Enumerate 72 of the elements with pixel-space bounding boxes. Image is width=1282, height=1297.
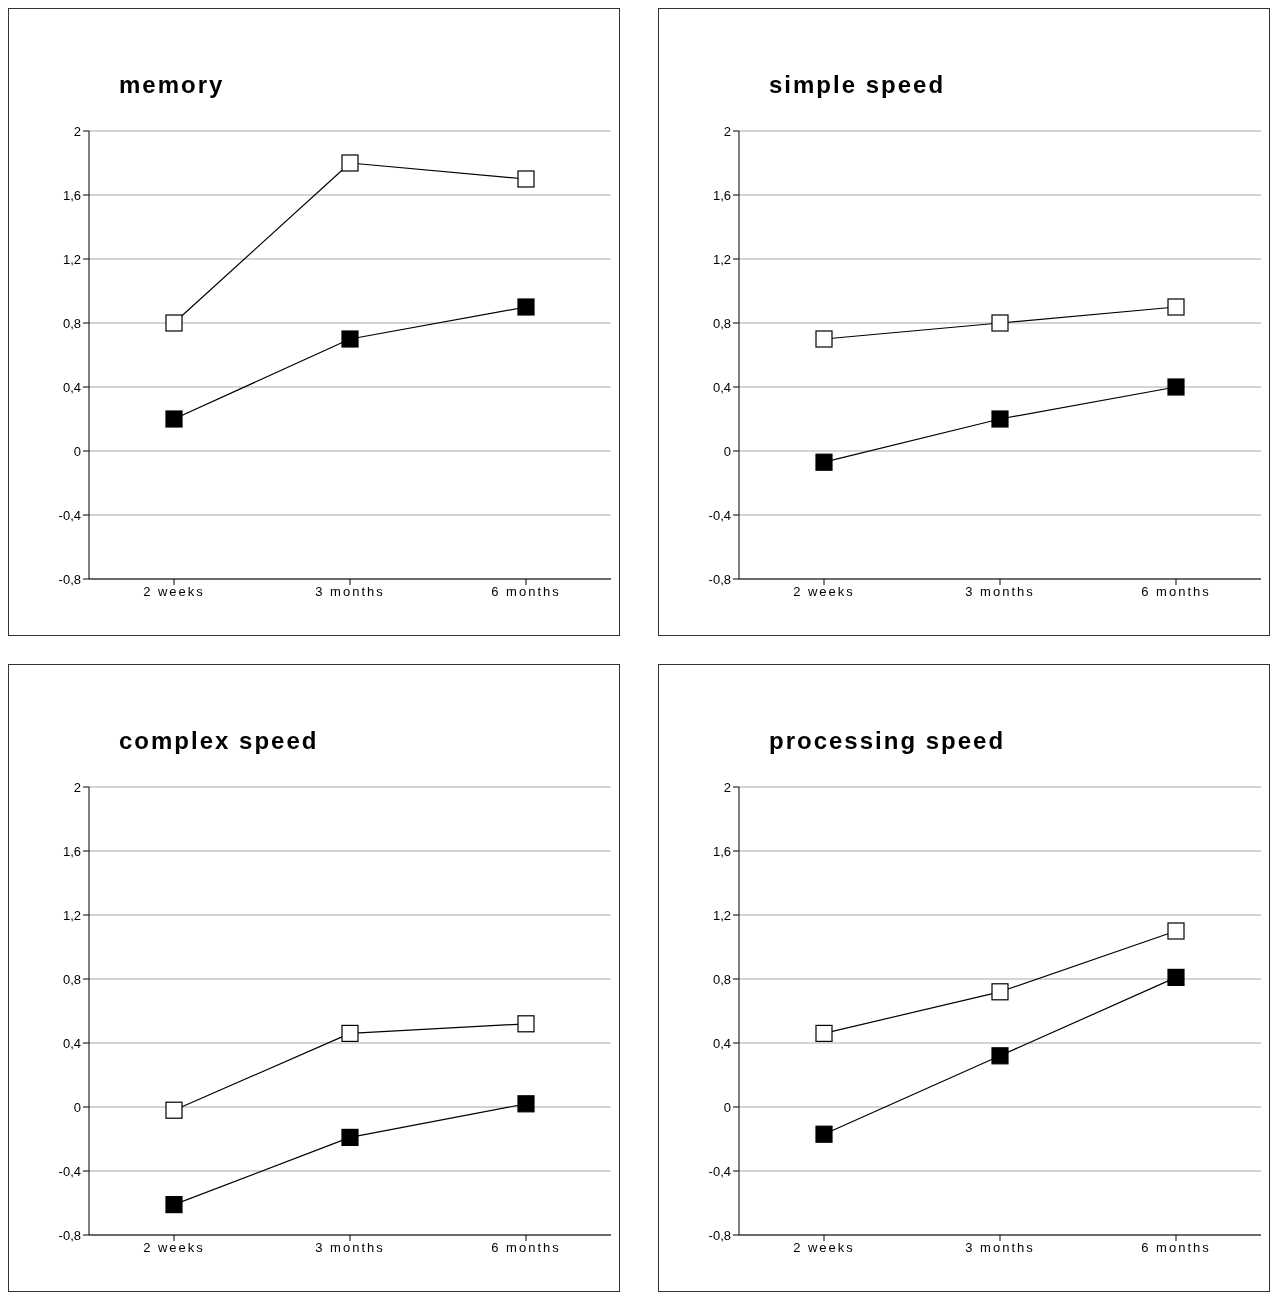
y-tick-label: 0,4 bbox=[712, 1035, 731, 1051]
point bbox=[165, 410, 183, 428]
y-tick-label: 2 bbox=[73, 123, 81, 139]
y-tick-label: 1,2 bbox=[712, 251, 731, 267]
y-tick-label: -0,8 bbox=[58, 571, 81, 587]
point bbox=[517, 298, 535, 316]
y-tick-label: 1,2 bbox=[62, 907, 81, 923]
point bbox=[815, 453, 833, 471]
x-tick-label: 2 weeks bbox=[143, 584, 205, 600]
point bbox=[1167, 298, 1185, 316]
y-tick-label: -0,4 bbox=[708, 1163, 731, 1179]
x-tick-label: 6 months bbox=[491, 584, 561, 600]
chart-title: simple speed bbox=[769, 71, 946, 99]
point bbox=[165, 314, 183, 332]
y-tick-label: -0,4 bbox=[58, 1163, 81, 1179]
x-tick-label: 2 weeks bbox=[143, 1240, 205, 1256]
point bbox=[165, 1101, 183, 1119]
point bbox=[815, 1125, 833, 1143]
y-tick-label: 0,8 bbox=[712, 971, 731, 987]
point bbox=[165, 1196, 183, 1214]
point bbox=[991, 410, 1009, 428]
chart-title: processing speed bbox=[769, 727, 1006, 755]
y-tick-label: 1,6 bbox=[62, 843, 81, 859]
y-tick-label: 0 bbox=[73, 1099, 81, 1115]
y-tick-label: -0,8 bbox=[58, 1227, 81, 1243]
point bbox=[517, 1015, 535, 1033]
point bbox=[341, 1128, 359, 1146]
chart-title: memory bbox=[119, 71, 225, 99]
point bbox=[1167, 922, 1185, 940]
y-tick-label: 0 bbox=[73, 443, 81, 459]
y-tick-label: 0,8 bbox=[62, 971, 81, 987]
y-tick-label: 2 bbox=[723, 123, 731, 139]
y-tick-label: 1,2 bbox=[62, 251, 81, 267]
point bbox=[341, 1024, 359, 1042]
point bbox=[991, 314, 1009, 332]
x-tick-label: 6 months bbox=[491, 1240, 561, 1256]
y-tick-label: 0,4 bbox=[712, 379, 731, 395]
y-tick-label: 1,6 bbox=[712, 187, 731, 203]
y-tick-label: 1,6 bbox=[712, 843, 731, 859]
x-tick-label: 6 months bbox=[1141, 1240, 1211, 1256]
y-tick-label: 0,4 bbox=[62, 1035, 81, 1051]
y-tick-label: 0 bbox=[723, 443, 731, 459]
y-tick-label: 2 bbox=[723, 779, 731, 795]
point bbox=[1167, 968, 1185, 986]
point bbox=[1167, 378, 1185, 396]
y-tick-label: 0,8 bbox=[62, 315, 81, 331]
x-tick-label: 2 weeks bbox=[793, 584, 855, 600]
y-tick-label: 1,2 bbox=[712, 907, 731, 923]
x-tick-label: 6 months bbox=[1141, 584, 1211, 600]
y-tick-label: 0 bbox=[723, 1099, 731, 1115]
x-tick-label: 3 months bbox=[965, 584, 1035, 600]
x-tick-label: 2 weeks bbox=[793, 1240, 855, 1256]
y-tick-label: 1,6 bbox=[62, 187, 81, 203]
y-tick-label: -0,4 bbox=[58, 507, 81, 523]
x-tick-label: 3 months bbox=[315, 584, 385, 600]
point bbox=[341, 330, 359, 348]
point bbox=[815, 330, 833, 348]
point bbox=[991, 983, 1009, 1001]
point bbox=[517, 1095, 535, 1113]
y-tick-label: 0,8 bbox=[712, 315, 731, 331]
y-tick-label: 2 bbox=[73, 779, 81, 795]
x-tick-label: 3 months bbox=[315, 1240, 385, 1256]
y-tick-label: -0,8 bbox=[708, 571, 731, 587]
point bbox=[991, 1047, 1009, 1065]
x-tick-label: 3 months bbox=[965, 1240, 1035, 1256]
y-tick-label: -0,4 bbox=[708, 507, 731, 523]
y-tick-label: 0,4 bbox=[62, 379, 81, 395]
y-tick-label: -0,8 bbox=[708, 1227, 731, 1243]
point bbox=[815, 1024, 833, 1042]
point bbox=[341, 154, 359, 172]
chart-title: complex speed bbox=[119, 727, 319, 755]
point bbox=[517, 170, 535, 188]
